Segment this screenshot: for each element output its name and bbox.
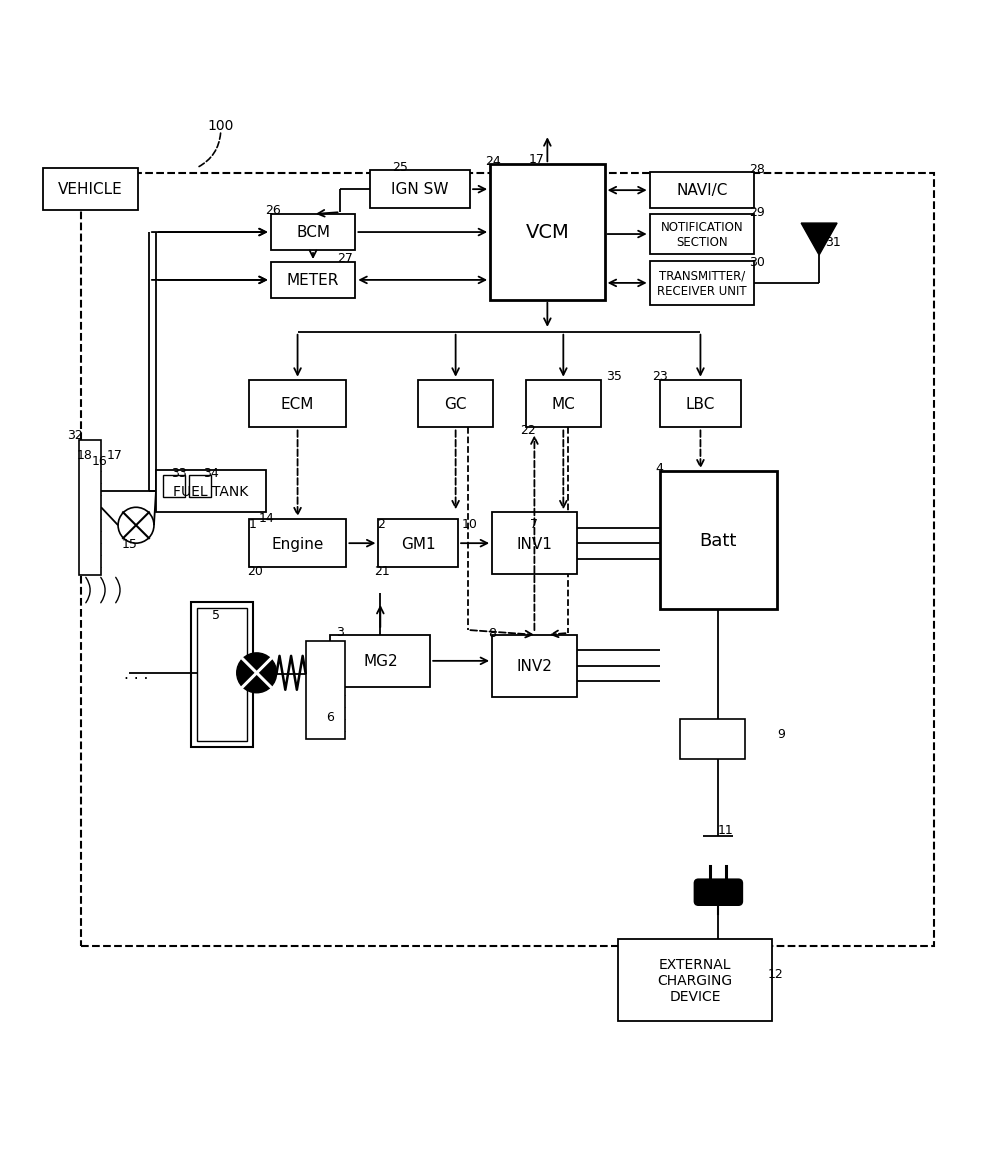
- FancyBboxPatch shape: [249, 380, 346, 429]
- Text: 23: 23: [652, 370, 667, 382]
- Text: 7: 7: [530, 517, 538, 530]
- Text: EXTERNAL
CHARGING
DEVICE: EXTERNAL CHARGING DEVICE: [657, 956, 733, 1004]
- Text: BCM: BCM: [296, 225, 330, 240]
- Text: 2: 2: [377, 517, 385, 530]
- Text: 34: 34: [203, 467, 219, 479]
- FancyBboxPatch shape: [618, 939, 772, 1021]
- Circle shape: [237, 654, 277, 693]
- Text: Batt: Batt: [700, 531, 737, 550]
- FancyBboxPatch shape: [330, 635, 430, 687]
- FancyBboxPatch shape: [492, 635, 577, 698]
- FancyBboxPatch shape: [156, 471, 266, 513]
- Text: FUEL TANK: FUEL TANK: [173, 485, 248, 499]
- Text: MG2: MG2: [363, 654, 398, 669]
- FancyBboxPatch shape: [271, 215, 355, 251]
- Text: ECM: ECM: [281, 396, 314, 411]
- FancyBboxPatch shape: [650, 173, 754, 209]
- FancyBboxPatch shape: [370, 171, 470, 209]
- FancyBboxPatch shape: [163, 476, 185, 498]
- Text: 15: 15: [122, 537, 138, 550]
- FancyBboxPatch shape: [694, 879, 742, 906]
- Text: 32: 32: [67, 429, 83, 441]
- Text: 22: 22: [520, 424, 536, 437]
- Polygon shape: [801, 224, 837, 255]
- Text: 17: 17: [107, 448, 123, 462]
- FancyBboxPatch shape: [660, 380, 741, 429]
- Text: 13: 13: [717, 882, 733, 895]
- FancyBboxPatch shape: [660, 472, 777, 610]
- Text: 9: 9: [777, 728, 785, 740]
- Text: INV2: INV2: [516, 658, 552, 673]
- Text: 18: 18: [76, 448, 92, 462]
- Text: 25: 25: [392, 161, 408, 173]
- FancyBboxPatch shape: [191, 603, 253, 747]
- FancyBboxPatch shape: [418, 380, 493, 429]
- FancyBboxPatch shape: [680, 720, 745, 759]
- Text: 31: 31: [825, 236, 841, 249]
- Text: NAVI/C: NAVI/C: [676, 184, 728, 199]
- Text: 100: 100: [208, 119, 234, 133]
- Text: 21: 21: [374, 565, 390, 578]
- Text: 16: 16: [91, 454, 107, 468]
- FancyBboxPatch shape: [189, 476, 211, 498]
- Text: VEHICLE: VEHICLE: [58, 182, 123, 198]
- Text: 6: 6: [327, 710, 334, 723]
- Text: 8: 8: [488, 627, 496, 640]
- FancyBboxPatch shape: [490, 165, 605, 300]
- Text: 10: 10: [462, 517, 478, 530]
- Text: 20: 20: [247, 565, 263, 578]
- FancyBboxPatch shape: [492, 513, 577, 574]
- Text: 30: 30: [749, 256, 765, 269]
- Text: 28: 28: [749, 163, 765, 176]
- FancyBboxPatch shape: [79, 441, 101, 575]
- Text: 11: 11: [717, 824, 733, 836]
- Text: VCM: VCM: [525, 223, 569, 243]
- Text: 24: 24: [485, 155, 501, 167]
- FancyBboxPatch shape: [249, 520, 346, 567]
- Text: 35: 35: [606, 370, 622, 382]
- Text: 33: 33: [171, 467, 187, 479]
- Text: 14: 14: [259, 512, 275, 524]
- Text: GM1: GM1: [401, 536, 436, 551]
- FancyBboxPatch shape: [526, 380, 601, 429]
- FancyBboxPatch shape: [378, 520, 458, 567]
- FancyBboxPatch shape: [650, 215, 754, 254]
- Text: 27: 27: [337, 252, 353, 266]
- Text: 4: 4: [656, 461, 663, 475]
- Text: TRANSMITTER/
RECEIVER UNIT: TRANSMITTER/ RECEIVER UNIT: [657, 269, 747, 298]
- Text: . . .: . . .: [124, 666, 148, 681]
- FancyBboxPatch shape: [306, 641, 345, 739]
- Text: IGN SW: IGN SW: [391, 182, 449, 198]
- Text: NOTIFICATION
SECTION: NOTIFICATION SECTION: [661, 221, 743, 248]
- Text: INV1: INV1: [516, 536, 552, 551]
- Text: 29: 29: [749, 207, 765, 219]
- Text: 26: 26: [265, 204, 281, 217]
- Text: 12: 12: [767, 968, 783, 981]
- Text: Engine: Engine: [271, 536, 324, 551]
- Text: MC: MC: [551, 396, 575, 411]
- FancyBboxPatch shape: [43, 169, 138, 211]
- Text: LBC: LBC: [686, 396, 715, 411]
- Text: 17: 17: [529, 152, 545, 165]
- Text: GC: GC: [444, 396, 467, 411]
- FancyBboxPatch shape: [271, 262, 355, 298]
- Text: 3: 3: [337, 626, 344, 639]
- Text: METER: METER: [287, 273, 339, 288]
- Text: 5: 5: [212, 609, 220, 621]
- FancyBboxPatch shape: [197, 609, 247, 740]
- Text: 1: 1: [249, 517, 257, 530]
- FancyBboxPatch shape: [650, 262, 754, 305]
